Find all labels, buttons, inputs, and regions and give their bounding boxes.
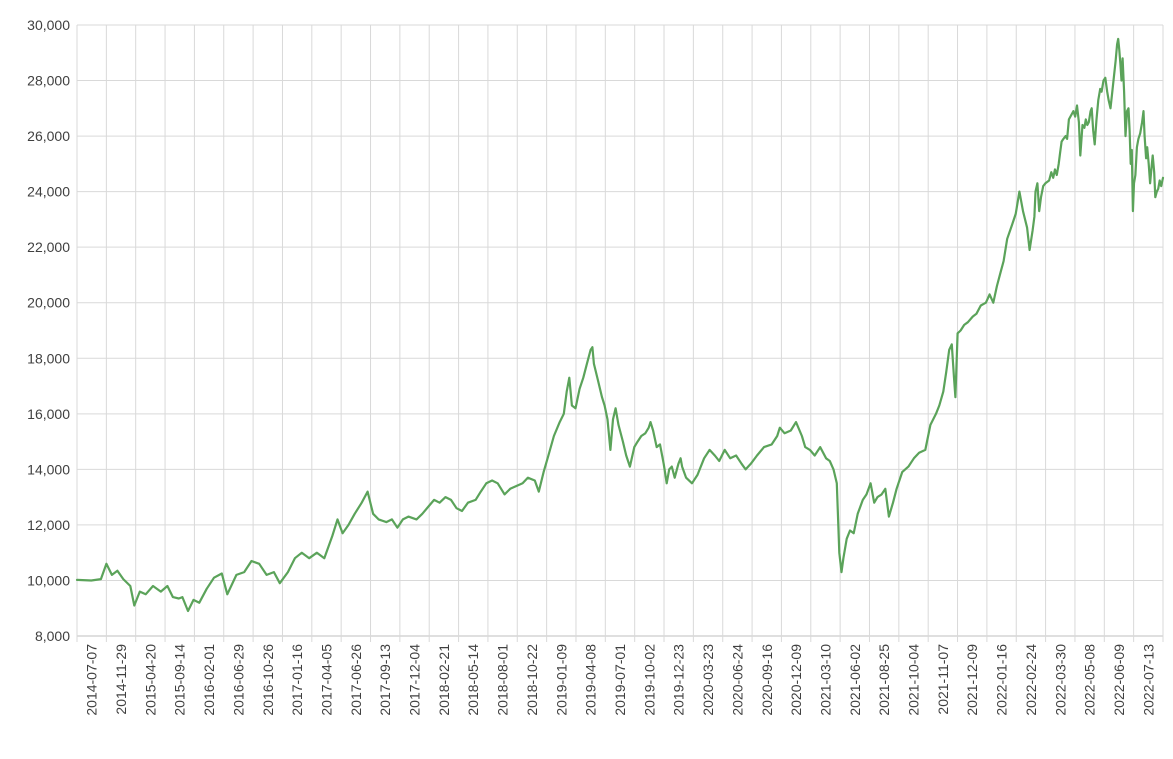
y-tick-label: 16,000 (27, 406, 70, 422)
x-tick-label: 2020-09-16 (759, 644, 775, 716)
x-tick-label: 2019-07-01 (612, 644, 628, 716)
x-tick-label: 2019-12-23 (671, 644, 687, 716)
y-tick-label: 18,000 (27, 350, 70, 366)
y-tick-label: 30,000 (27, 17, 70, 33)
series-group (75, 37, 1165, 613)
x-tick-label: 2017-04-05 (318, 644, 334, 716)
x-tick-label: 2021-03-10 (817, 644, 833, 716)
x-tick-label: 2022-07-13 (1140, 644, 1156, 716)
x-tick-label: 2022-06-09 (1111, 644, 1127, 716)
x-tick-label: 2014-07-07 (84, 644, 100, 716)
y-tick-label: 22,000 (27, 239, 70, 255)
x-tick-label: 2016-10-26 (260, 644, 276, 716)
x-tick-label: 2015-04-20 (142, 644, 158, 716)
x-tick-label: 2021-12-09 (964, 644, 980, 716)
x-tick-label: 2022-01-16 (994, 644, 1010, 716)
y-tick-label: 10,000 (27, 572, 70, 588)
x-tick-label: 2019-04-08 (583, 644, 599, 716)
x-tick-label: 2021-06-02 (847, 644, 863, 716)
x-gridlines (76, 25, 1164, 642)
y-tick-label: 14,000 (27, 461, 70, 477)
x-axis: 2014-07-07 2014-11-29 2015-04-20 2015-09-14… (84, 644, 1157, 716)
x-tick-label: 2022-05-08 (1082, 644, 1098, 716)
x-tick-label: 2020-03-23 (700, 644, 716, 716)
y-axis: 8,000 10,000 12,000 14,000 16,000 18,000 20,00… (27, 17, 70, 644)
x-tick-label: 2018-05-14 (465, 644, 481, 716)
x-tick-label: 2017-01-16 (289, 644, 305, 716)
x-tick-label: 2020-06-24 (729, 644, 745, 716)
x-tick-label: 2021-08-25 (876, 644, 892, 716)
x-tick-label: 2015-09-14 (172, 644, 188, 716)
y-tick-label: 12,000 (27, 517, 70, 533)
x-tick-label: 2018-02-21 (436, 644, 452, 716)
x-tick-label: 2019-01-09 (553, 644, 569, 716)
x-tick-label: 2017-06-26 (348, 644, 364, 716)
x-tick-label: 2018-08-01 (495, 644, 511, 716)
x-tick-label: 2022-02-24 (1023, 644, 1039, 716)
y-tick-label: 8,000 (35, 628, 70, 644)
x-tick-label: 2017-12-04 (407, 644, 423, 716)
x-tick-label: 2021-11-07 (935, 644, 951, 715)
x-tick-label: 2020-12-09 (788, 644, 804, 716)
y-tick-label: 28,000 (27, 73, 70, 89)
x-tick-label: 2017-09-13 (377, 644, 393, 716)
x-tick-label: 2016-02-01 (201, 644, 217, 716)
y-gridlines (77, 24, 1163, 637)
y-tick-label: 20,000 (27, 295, 70, 311)
x-tick-label: 2016-06-29 (230, 644, 246, 716)
x-tick-label: 2018-10-22 (524, 644, 540, 716)
x-tick-label: 2014-11-29 (113, 644, 129, 715)
y-tick-label: 26,000 (27, 128, 70, 144)
y-tick-label: 24,000 (27, 184, 70, 200)
x-tick-label: 2019-10-02 (641, 644, 657, 716)
series-line (75, 37, 1165, 613)
x-tick-label: 2021-10-04 (906, 644, 922, 716)
x-tick-label: 2022-03-30 (1052, 644, 1068, 716)
